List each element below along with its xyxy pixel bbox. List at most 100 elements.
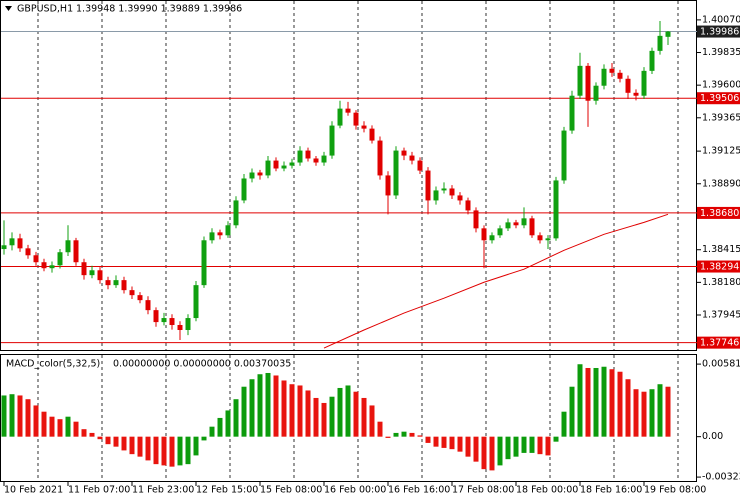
- ohlc-values: 1.39948 1.39990 1.39889 1.39986: [76, 4, 242, 15]
- macd-bar: [633, 389, 639, 437]
- macd-bar: [513, 436, 519, 457]
- y-tick-label: 1.39125: [702, 146, 740, 157]
- candle-body: [161, 318, 167, 323]
- macd-bar: [401, 431, 407, 437]
- macd-bar: [433, 436, 439, 447]
- level-label-box: [697, 206, 740, 219]
- candle-body: [17, 238, 23, 249]
- macd-bar: [161, 436, 167, 466]
- candle-body: [449, 188, 455, 196]
- macd-bar: [1, 395, 7, 437]
- level-label: 1.37746: [700, 338, 739, 349]
- symbol-title: GBPUSD,H1: [17, 4, 73, 15]
- macd-bar: [521, 436, 527, 453]
- macd-bar: [585, 367, 591, 437]
- macd-bar: [57, 419, 63, 437]
- macd-bar: [457, 436, 463, 452]
- candle-body: [313, 158, 319, 163]
- candle-body: [9, 238, 15, 246]
- candle-body: [353, 112, 359, 126]
- candle-body: [153, 310, 159, 323]
- candle-body: [89, 270, 95, 276]
- candle-body: [297, 150, 303, 163]
- x-tick-label: 16 Feb 00:00: [324, 485, 386, 496]
- candle-body: [537, 235, 543, 241]
- candle-body: [177, 325, 183, 331]
- candle-body: [185, 318, 191, 331]
- macd-bar: [297, 385, 303, 437]
- candle-body: [457, 195, 463, 201]
- macd-bar: [593, 367, 599, 437]
- candle-body: [633, 92, 639, 96]
- candle-body: [1, 245, 7, 250]
- x-tick-label: 18 Feb 16:00: [580, 485, 642, 496]
- macd-bar: [97, 436, 103, 440]
- candle-body: [57, 252, 63, 266]
- candle-body: [545, 238, 551, 241]
- candle-body: [145, 300, 151, 311]
- x-tick-label: 17 Feb 08:00: [452, 485, 514, 496]
- candle-body: [369, 128, 375, 141]
- macd-bar: [49, 416, 55, 437]
- macd-bar: [409, 432, 415, 437]
- macd-bar: [321, 402, 327, 437]
- candle-body: [385, 175, 391, 196]
- candle-body: [225, 225, 231, 236]
- y-tick-label: 0.00: [702, 431, 723, 442]
- candle-body: [97, 270, 103, 281]
- candle-body: [577, 65, 583, 96]
- candle-body: [417, 160, 423, 171]
- last-price-label: 1.39986: [700, 27, 739, 38]
- macd-bar: [617, 371, 623, 437]
- candle-body: [249, 172, 255, 179]
- candle-body: [481, 228, 487, 241]
- candle-body: [393, 150, 399, 196]
- candle-body: [465, 200, 471, 211]
- y-tick-label: 1.39365: [702, 112, 740, 123]
- macd-bar: [105, 436, 111, 445]
- candle-body: [81, 262, 87, 276]
- candle-body: [409, 155, 415, 161]
- x-tick-label: 11 Feb 07:00: [68, 485, 130, 496]
- last-price-box: [697, 25, 740, 38]
- macd-bar: [73, 421, 79, 437]
- macd-bar: [313, 397, 319, 437]
- x-tick-label: 11 Feb 23:00: [132, 485, 194, 496]
- macd-values: 0.00000000 0.00000000 0.00370035: [113, 359, 291, 370]
- x-tick-label: 10 Feb 2021: [4, 485, 63, 496]
- candle-body: [329, 125, 335, 156]
- candle-body: [289, 162, 295, 166]
- candle-body: [273, 160, 279, 169]
- x-tick-label: 19 Feb 08:00: [644, 485, 706, 496]
- macd-bar: [465, 436, 471, 457]
- macd-bar: [305, 390, 311, 437]
- macd-bar: [545, 436, 551, 456]
- macd-bar: [577, 364, 583, 437]
- macd-bar: [641, 391, 647, 437]
- macd-bar: [337, 387, 343, 437]
- candle-body: [345, 108, 351, 113]
- candle-body: [617, 72, 623, 79]
- macd-bar: [281, 380, 287, 437]
- candle-body: [665, 31, 671, 37]
- macd-bar: [65, 416, 71, 437]
- moving-average: [323, 213, 669, 349]
- macd-bar: [537, 436, 543, 455]
- macd-bar: [329, 396, 335, 437]
- candle-body: [529, 218, 535, 236]
- macd-bar: [177, 436, 183, 466]
- macd-bar: [505, 436, 511, 460]
- y-tick-label: 1.38180: [702, 277, 740, 288]
- candle-body: [265, 160, 271, 176]
- candle-body: [65, 240, 71, 253]
- price-panel: [0, 0, 697, 351]
- y-tick-label: -0.003237: [702, 472, 740, 483]
- y-tick-label: 1.37945: [702, 310, 740, 321]
- level-label-box: [697, 336, 740, 349]
- macd-bar: [345, 385, 351, 437]
- candle-body: [593, 85, 599, 101]
- macd-bar: [89, 432, 95, 437]
- candle-body: [641, 70, 647, 96]
- candle-body: [361, 125, 367, 129]
- x-tick-label: 12 Feb 15:00: [196, 485, 258, 496]
